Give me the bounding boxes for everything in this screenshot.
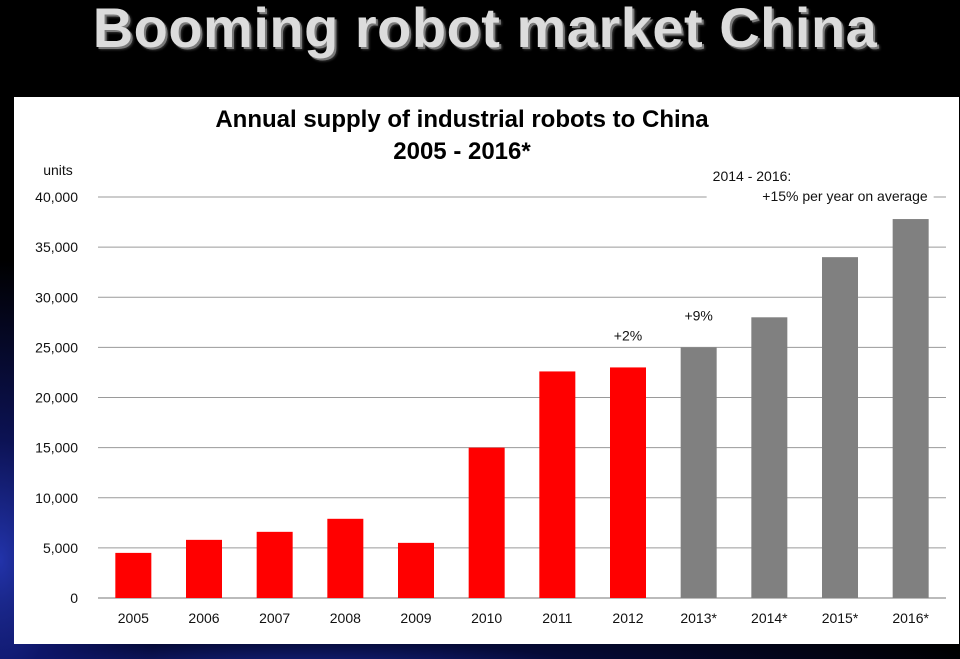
y-tick-label: 15,000 xyxy=(35,440,78,456)
bar xyxy=(751,317,788,598)
annotation-box xyxy=(706,166,934,210)
x-tick-label: 2008 xyxy=(330,610,361,626)
bar xyxy=(186,539,222,598)
x-tick-label: 2015* xyxy=(822,610,859,626)
bar xyxy=(892,219,929,598)
chart-subtitle: 2005 - 2016* xyxy=(393,138,531,165)
annotation-box xyxy=(677,304,720,327)
bar-chart: Annual supply of industrial robots to Ch… xyxy=(35,106,946,626)
chart-panel: Annual supply of industrial robots to Ch… xyxy=(14,97,959,644)
slide-title: Booming robot market China xyxy=(92,0,878,59)
bar xyxy=(680,347,717,598)
y-tick-label: 25,000 xyxy=(35,339,78,355)
x-tick-label: 2009 xyxy=(400,610,431,626)
growth-annotation: +9% xyxy=(684,307,712,323)
x-tick-label: 2011 xyxy=(542,610,572,626)
bar xyxy=(610,367,646,598)
bar xyxy=(822,257,858,598)
x-tick-label: 2013* xyxy=(680,610,717,626)
x-tick-label: 2005 xyxy=(118,610,149,626)
bar xyxy=(468,447,505,598)
y-tick-label: 40,000 xyxy=(35,189,78,205)
bar xyxy=(115,552,152,598)
x-tick-label: 2010 xyxy=(471,610,502,626)
x-tick-label: 2012 xyxy=(612,610,643,626)
x-tick-label: 2014* xyxy=(751,610,788,626)
chart-title: Annual supply of industrial robots to Ch… xyxy=(215,106,709,133)
growth-annotation: +2% xyxy=(614,327,642,343)
bar xyxy=(327,518,364,598)
y-tick-label: 35,000 xyxy=(35,239,78,255)
y-tick-label: 0 xyxy=(70,590,78,606)
x-tick-label: 2007 xyxy=(259,610,290,626)
y-axis-label: units xyxy=(43,162,73,178)
bar xyxy=(398,542,434,598)
x-tick-label: 2006 xyxy=(188,610,219,626)
bar xyxy=(256,531,293,598)
average-growth-annotation-line1: 2014 - 2016: xyxy=(713,168,792,184)
y-tick-label: 10,000 xyxy=(35,490,78,506)
average-growth-annotation-line2: +15% per year on average xyxy=(762,188,928,204)
y-tick-label: 30,000 xyxy=(35,289,78,305)
x-tick-label: 2016* xyxy=(892,610,929,626)
annotation-box xyxy=(607,324,649,347)
y-tick-label: 20,000 xyxy=(35,390,78,406)
y-tick-label: 5,000 xyxy=(43,540,78,556)
bar xyxy=(539,371,576,598)
